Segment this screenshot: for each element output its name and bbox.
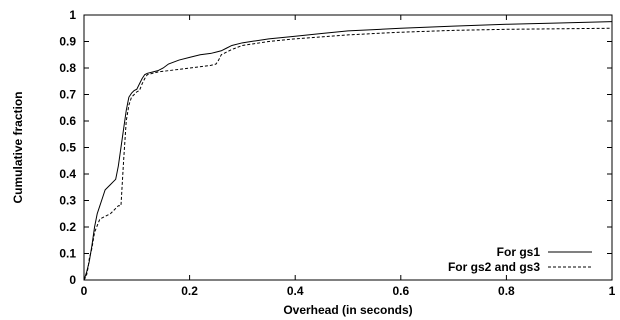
x-tick-label: 0.6 (392, 284, 409, 298)
x-tick-label: 0.8 (498, 284, 515, 298)
x-tick-label: 0 (81, 284, 88, 298)
axis-ticks: 0 0.1 0.2 0.3 0.4 0.5 0.6 0.7 0.8 0.9 1 0 0.2 0.4 0.6 0… (59, 8, 615, 298)
x-tick-label: 1 (609, 284, 616, 298)
x-axis-label: Overhead (in seconds) (283, 303, 412, 317)
y-tick-label: 1 (69, 8, 76, 22)
y-tick-label: 0.4 (59, 167, 76, 181)
y-tick-label: 0.5 (59, 141, 76, 155)
y-axis-label: Cumulative fraction (11, 91, 25, 203)
y-tick-label: 0 (69, 273, 76, 287)
y-tick-label: 0.7 (59, 88, 76, 102)
x-tick-label: 0.2 (181, 284, 198, 298)
y-tick-label: 0.2 (59, 220, 76, 234)
x-tick-label: 0.4 (287, 284, 304, 298)
series-line-2 (83, 27, 613, 281)
y-tick-label: 0.3 (59, 194, 76, 208)
y-tick-label: 0.9 (59, 35, 76, 49)
legend-label-2: For gs2 and gs3 (448, 260, 540, 274)
plot-lines (83, 21, 613, 281)
y-tick-label: 0.1 (59, 247, 76, 261)
legend-label-1: For gs1 (497, 245, 541, 259)
y-tick-label: 0.6 (59, 114, 76, 128)
plot-frame (83, 14, 613, 281)
series-line-1 (83, 21, 613, 281)
y-tick-label: 0.8 (59, 61, 76, 75)
